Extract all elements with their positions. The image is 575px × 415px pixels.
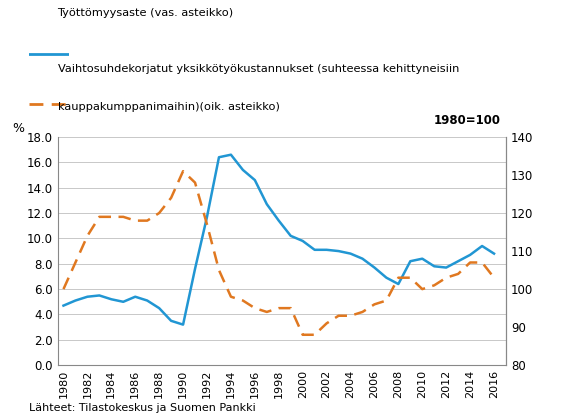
- Text: Työttömyysaste (vas. asteikko): Työttömyysaste (vas. asteikko): [58, 8, 233, 18]
- Text: 1980=100: 1980=100: [433, 114, 500, 127]
- Text: Vaihtosuhdekorjatut yksikkötyökustannukset (suhteessa kehittyneisiin: Vaihtosuhdekorjatut yksikkötyökustannuks…: [58, 64, 459, 74]
- Text: %: %: [13, 122, 25, 134]
- Text: kauppakumppanimaihin)(oik. asteikko): kauppakumppanimaihin)(oik. asteikko): [58, 102, 279, 112]
- Text: Lähteet: Tilastokeskus ja Suomen Pankki: Lähteet: Tilastokeskus ja Suomen Pankki: [29, 403, 255, 413]
